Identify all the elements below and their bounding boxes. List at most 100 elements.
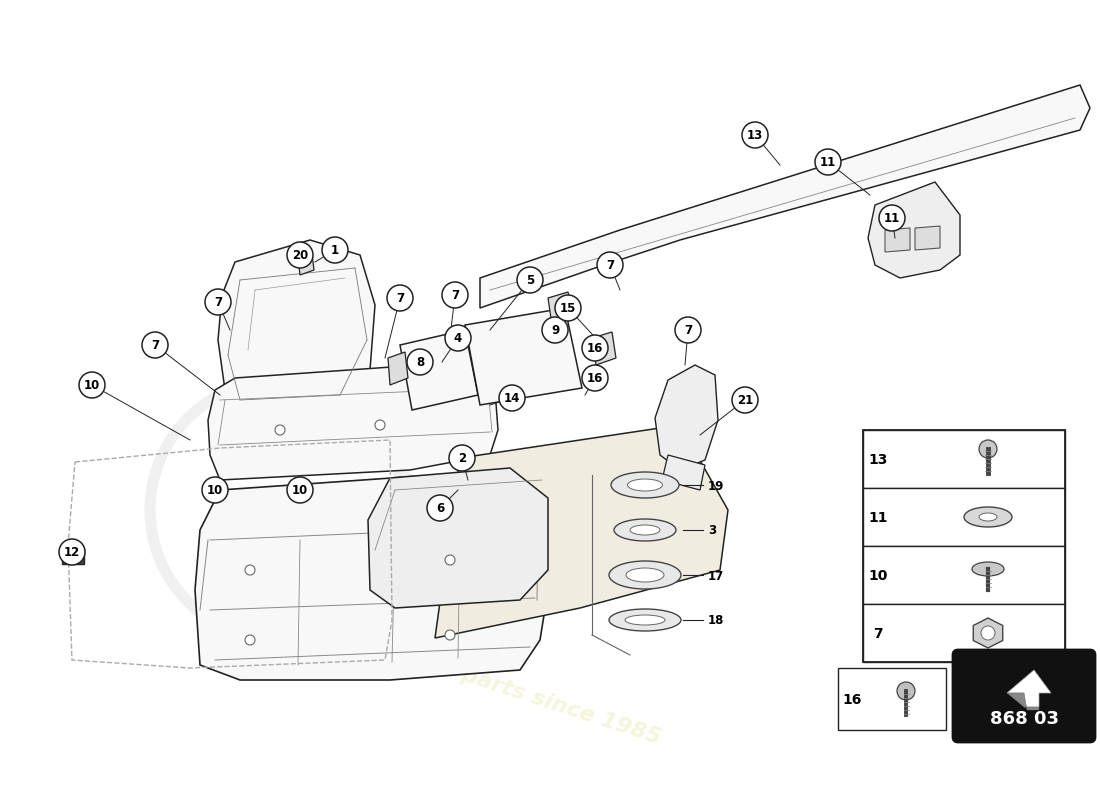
Ellipse shape (979, 513, 997, 521)
Polygon shape (915, 226, 940, 250)
Ellipse shape (614, 519, 676, 541)
Circle shape (517, 267, 543, 293)
Circle shape (446, 325, 471, 351)
Text: 19: 19 (708, 479, 725, 493)
Circle shape (442, 282, 468, 308)
Bar (838, 668, 946, 730)
Text: 3: 3 (708, 525, 716, 538)
Circle shape (287, 477, 314, 503)
Bar (864, 488, 1065, 546)
Ellipse shape (609, 561, 681, 589)
Text: 17: 17 (708, 570, 724, 582)
Polygon shape (548, 292, 574, 325)
Polygon shape (886, 228, 910, 252)
Ellipse shape (630, 525, 660, 535)
Text: 5: 5 (526, 274, 535, 287)
Text: 11: 11 (820, 156, 836, 169)
Polygon shape (400, 330, 478, 410)
Circle shape (446, 555, 455, 565)
Polygon shape (388, 352, 408, 385)
Circle shape (542, 317, 568, 343)
Ellipse shape (609, 609, 681, 631)
Polygon shape (1006, 693, 1040, 710)
Text: 13: 13 (868, 453, 888, 467)
Text: 4: 4 (454, 332, 462, 345)
Polygon shape (654, 365, 718, 470)
Bar (864, 430, 1065, 488)
Polygon shape (662, 455, 705, 490)
Polygon shape (218, 240, 375, 420)
Text: 7: 7 (451, 289, 459, 302)
Circle shape (59, 539, 85, 565)
Text: 20: 20 (292, 249, 308, 262)
Polygon shape (298, 254, 314, 275)
Circle shape (556, 295, 581, 321)
Bar (864, 604, 1065, 662)
Text: 18: 18 (708, 614, 725, 627)
FancyBboxPatch shape (953, 650, 1094, 742)
Text: 10: 10 (207, 484, 223, 497)
Text: 11: 11 (868, 511, 888, 525)
Text: 7: 7 (873, 627, 883, 641)
Circle shape (981, 626, 996, 640)
Text: 16: 16 (586, 372, 603, 385)
Polygon shape (368, 468, 548, 608)
Polygon shape (974, 618, 1003, 648)
Circle shape (815, 149, 842, 175)
Ellipse shape (627, 479, 662, 491)
Circle shape (446, 630, 455, 640)
Text: 15: 15 (560, 302, 576, 315)
Text: 12: 12 (64, 546, 80, 559)
Text: 7: 7 (684, 324, 692, 337)
Circle shape (879, 205, 905, 231)
Circle shape (582, 365, 608, 391)
Text: 7: 7 (151, 339, 160, 352)
Circle shape (275, 425, 285, 435)
Polygon shape (1006, 670, 1050, 707)
Text: 6: 6 (436, 502, 444, 515)
Text: 7: 7 (213, 296, 222, 309)
Circle shape (979, 440, 997, 458)
Circle shape (142, 332, 168, 358)
Ellipse shape (626, 568, 664, 582)
Circle shape (427, 495, 453, 521)
Circle shape (202, 477, 228, 503)
Circle shape (322, 237, 348, 263)
Text: 16: 16 (843, 693, 861, 707)
Text: 9: 9 (551, 324, 559, 337)
Text: 1: 1 (331, 244, 339, 257)
Circle shape (387, 285, 412, 311)
Polygon shape (208, 365, 498, 480)
Text: 10: 10 (292, 484, 308, 497)
Circle shape (407, 349, 433, 375)
Text: 14: 14 (504, 392, 520, 405)
Bar (864, 430, 1065, 662)
Text: 2: 2 (458, 452, 466, 465)
Circle shape (582, 335, 608, 361)
Ellipse shape (625, 615, 666, 625)
Bar (62, 548, 84, 564)
Ellipse shape (972, 562, 1004, 576)
Text: 16: 16 (586, 342, 603, 355)
Polygon shape (592, 332, 616, 365)
Circle shape (449, 445, 475, 471)
Text: 7: 7 (396, 292, 404, 305)
Text: 11: 11 (884, 212, 900, 225)
Ellipse shape (610, 472, 679, 498)
Text: 13: 13 (747, 129, 763, 142)
Polygon shape (195, 476, 548, 680)
Text: 10: 10 (868, 569, 888, 583)
Ellipse shape (964, 507, 1012, 527)
Circle shape (375, 420, 385, 430)
Circle shape (597, 252, 623, 278)
Text: 8: 8 (416, 356, 425, 369)
Polygon shape (465, 308, 582, 405)
Text: a passion for parts since 1985: a passion for parts since 1985 (297, 612, 663, 748)
Circle shape (205, 289, 231, 315)
Circle shape (245, 565, 255, 575)
Polygon shape (868, 182, 960, 278)
Circle shape (896, 682, 915, 700)
Circle shape (245, 635, 255, 645)
Bar (864, 546, 1065, 604)
Circle shape (287, 242, 314, 268)
